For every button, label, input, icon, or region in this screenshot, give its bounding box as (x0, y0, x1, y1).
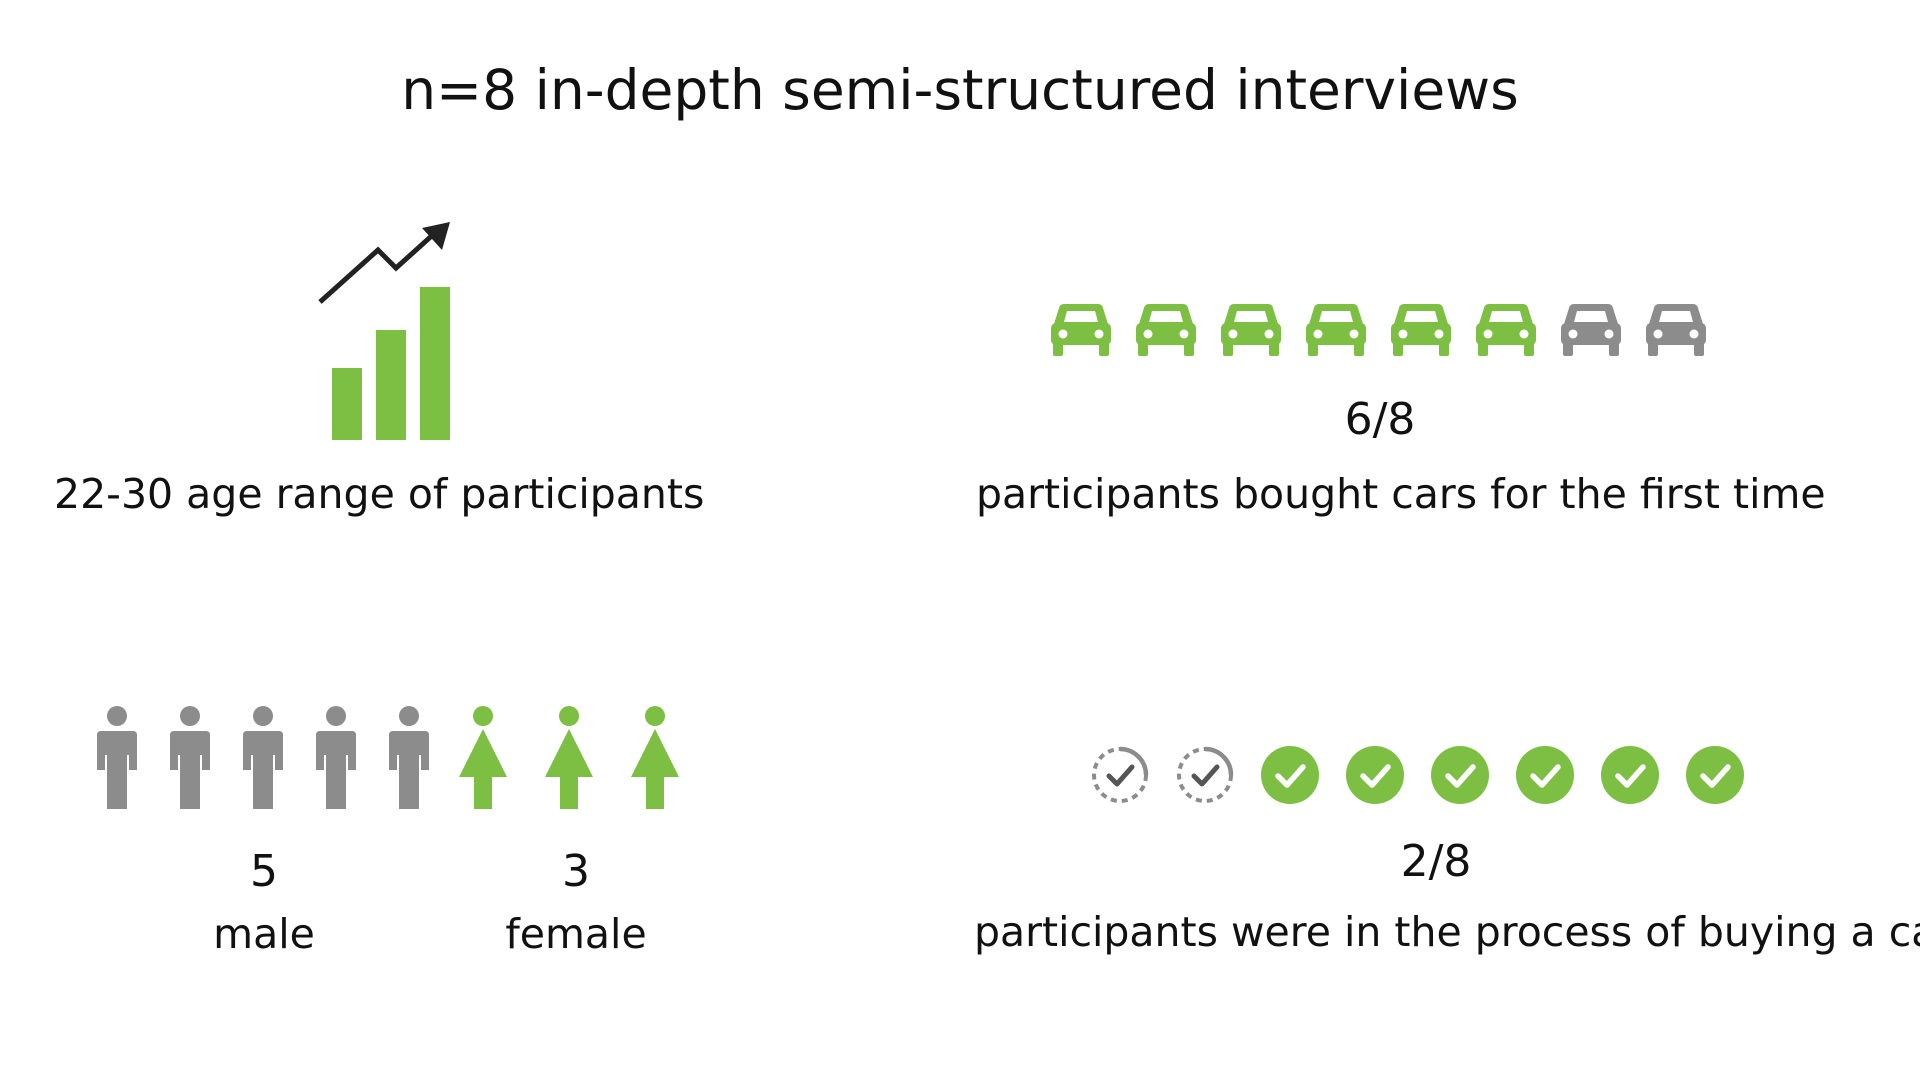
male-count: 5 (250, 846, 278, 897)
pending-check-icon (1092, 746, 1149, 803)
cars-caption: participants bought cars for the first t… (976, 470, 1826, 518)
growth-bar-3 (420, 287, 450, 440)
page-title: n=8 in-depth semi-structured interviews (401, 58, 1519, 122)
male-person-icon (97, 706, 137, 809)
check-circle-icon (1346, 746, 1404, 804)
check-circle-icon (1686, 746, 1744, 804)
male-person-icon (389, 706, 429, 809)
growth-bar-chart-icon (318, 222, 450, 440)
car-icon (1476, 304, 1536, 356)
car-icons-row (1050, 300, 1720, 362)
male-label: male (213, 910, 315, 958)
car-icon (1306, 304, 1366, 356)
trend-arrowhead (422, 222, 450, 250)
check-circle-icon (1261, 746, 1319, 804)
car-icon (1391, 304, 1451, 356)
male-person-icon (316, 706, 356, 809)
male-person-icon (170, 706, 210, 809)
person-icons-row (95, 705, 695, 815)
growth-bar-2 (376, 330, 406, 440)
cars-fraction: 6/8 (1344, 394, 1416, 445)
process-caption: participants were in the process of buyi… (974, 908, 1920, 956)
age-range-caption: 22-30 age range of participants (54, 470, 705, 518)
car-icon (1221, 304, 1281, 356)
pending-check-icon (1177, 746, 1234, 803)
check-circle-icon (1431, 746, 1489, 804)
female-person-icon (459, 706, 507, 809)
female-person-icon (545, 706, 593, 809)
check-circle-icon (1516, 746, 1574, 804)
check-icons-row (1090, 745, 1750, 805)
female-person-icon (631, 706, 679, 809)
check-circle-icon (1601, 746, 1659, 804)
process-fraction: 2/8 (1400, 836, 1472, 887)
female-count: 3 (562, 846, 590, 897)
female-label: female (505, 910, 647, 958)
car-icon (1561, 304, 1621, 356)
car-icon (1136, 304, 1196, 356)
growth-bar-1 (332, 368, 362, 440)
car-icon (1051, 304, 1111, 356)
male-person-icon (243, 706, 283, 809)
car-icon (1646, 304, 1706, 356)
trend-line (318, 230, 438, 304)
